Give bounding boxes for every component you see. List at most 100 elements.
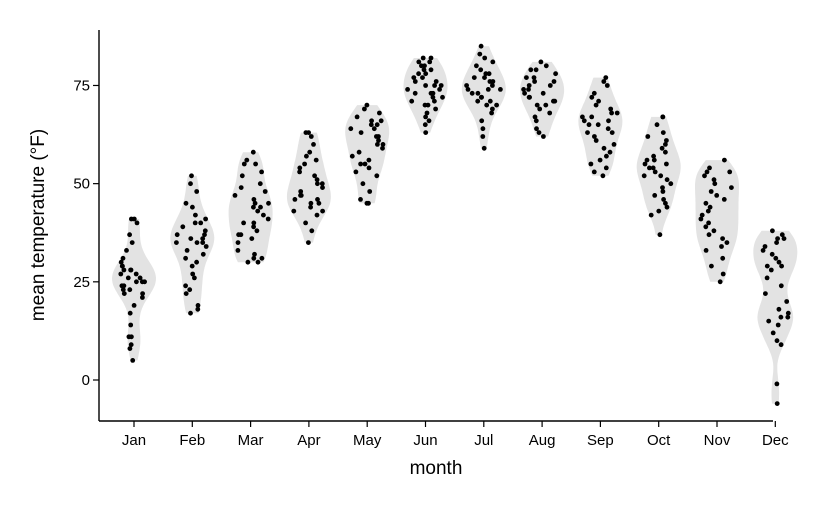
- x-tick-label-aug: Aug: [529, 432, 556, 449]
- data-point: [195, 303, 201, 308]
- data-point: [306, 240, 311, 246]
- data-point: [663, 149, 668, 155]
- data-point: [302, 161, 307, 167]
- data-point: [722, 157, 727, 163]
- data-point: [775, 322, 781, 328]
- data-point: [720, 236, 725, 242]
- data-point: [614, 110, 620, 116]
- data-point: [485, 87, 491, 92]
- data-point: [553, 71, 558, 77]
- data-point: [252, 251, 257, 257]
- data-point: [412, 90, 418, 96]
- data-point: [433, 106, 438, 112]
- data-point: [378, 118, 384, 124]
- data-point: [645, 134, 651, 139]
- data-point: [358, 197, 363, 202]
- x-tick-label-oct: Oct: [647, 432, 671, 449]
- data-point: [238, 185, 244, 191]
- data-point: [543, 102, 549, 108]
- data-point: [241, 220, 247, 226]
- data-point: [591, 169, 597, 175]
- data-point: [609, 110, 614, 116]
- data-point: [315, 197, 320, 202]
- data-point: [362, 161, 368, 167]
- data-point: [482, 75, 487, 80]
- data-point: [183, 200, 189, 206]
- data-point: [380, 145, 385, 151]
- data-point: [297, 165, 303, 171]
- data-point: [183, 283, 189, 289]
- data-point: [593, 138, 599, 143]
- data-point: [785, 310, 791, 316]
- x-tick-label-jan: Jan: [122, 432, 146, 449]
- data-point: [654, 122, 660, 128]
- data-point: [711, 228, 717, 234]
- data-point: [663, 142, 668, 147]
- data-point: [528, 67, 534, 73]
- data-point: [729, 185, 734, 191]
- data-point: [202, 228, 208, 234]
- data-point: [699, 212, 705, 218]
- data-point: [705, 208, 711, 214]
- data-point: [423, 130, 429, 136]
- violin-jan: [112, 219, 156, 361]
- data-point: [120, 255, 126, 261]
- y-tick-label: 0: [82, 372, 90, 389]
- data-point: [770, 228, 775, 234]
- data-point: [125, 275, 131, 281]
- data-point: [703, 248, 709, 253]
- data-point: [657, 232, 663, 238]
- data-point: [183, 255, 189, 261]
- y-tick-label: 25: [73, 274, 90, 291]
- data-point: [140, 291, 146, 296]
- data-point: [490, 79, 496, 84]
- data-point: [778, 342, 784, 348]
- data-point: [471, 75, 477, 80]
- data-point: [368, 122, 374, 128]
- data-point: [121, 291, 127, 296]
- violin-dec: [753, 230, 798, 404]
- data-point: [604, 83, 610, 88]
- data-point: [200, 240, 206, 246]
- x-axis-title: month: [410, 458, 463, 479]
- data-point: [483, 71, 489, 77]
- data-point: [707, 204, 713, 210]
- data-point: [477, 51, 483, 57]
- data-point: [409, 98, 415, 104]
- data-point: [595, 122, 601, 128]
- data-point: [494, 102, 499, 108]
- data-point: [425, 102, 431, 108]
- data-point: [194, 240, 200, 246]
- data-point: [121, 267, 127, 273]
- data-point: [774, 401, 780, 406]
- data-point: [203, 216, 209, 222]
- data-point: [482, 55, 488, 61]
- data-point: [252, 200, 258, 206]
- data-point: [768, 267, 774, 273]
- data-point: [664, 161, 669, 167]
- data-point: [588, 161, 594, 167]
- data-point: [707, 165, 712, 171]
- data-point: [778, 314, 784, 320]
- data-point: [259, 169, 264, 175]
- data-point: [258, 204, 263, 210]
- data-point: [188, 236, 194, 242]
- data-point: [479, 118, 485, 124]
- data-point: [527, 94, 532, 100]
- data-point: [309, 228, 315, 234]
- data-point: [374, 173, 380, 179]
- data-point: [603, 165, 609, 171]
- data-point: [474, 63, 479, 69]
- data-point: [291, 208, 297, 214]
- data-point: [437, 87, 442, 92]
- data-point: [543, 63, 549, 69]
- data-point: [774, 240, 779, 246]
- data-point: [490, 83, 495, 88]
- data-point: [698, 216, 704, 222]
- data-point: [127, 287, 133, 293]
- data-point: [586, 122, 592, 128]
- data-point: [498, 87, 503, 92]
- data-point: [717, 279, 723, 285]
- data-point: [262, 189, 268, 194]
- data-point: [478, 67, 484, 73]
